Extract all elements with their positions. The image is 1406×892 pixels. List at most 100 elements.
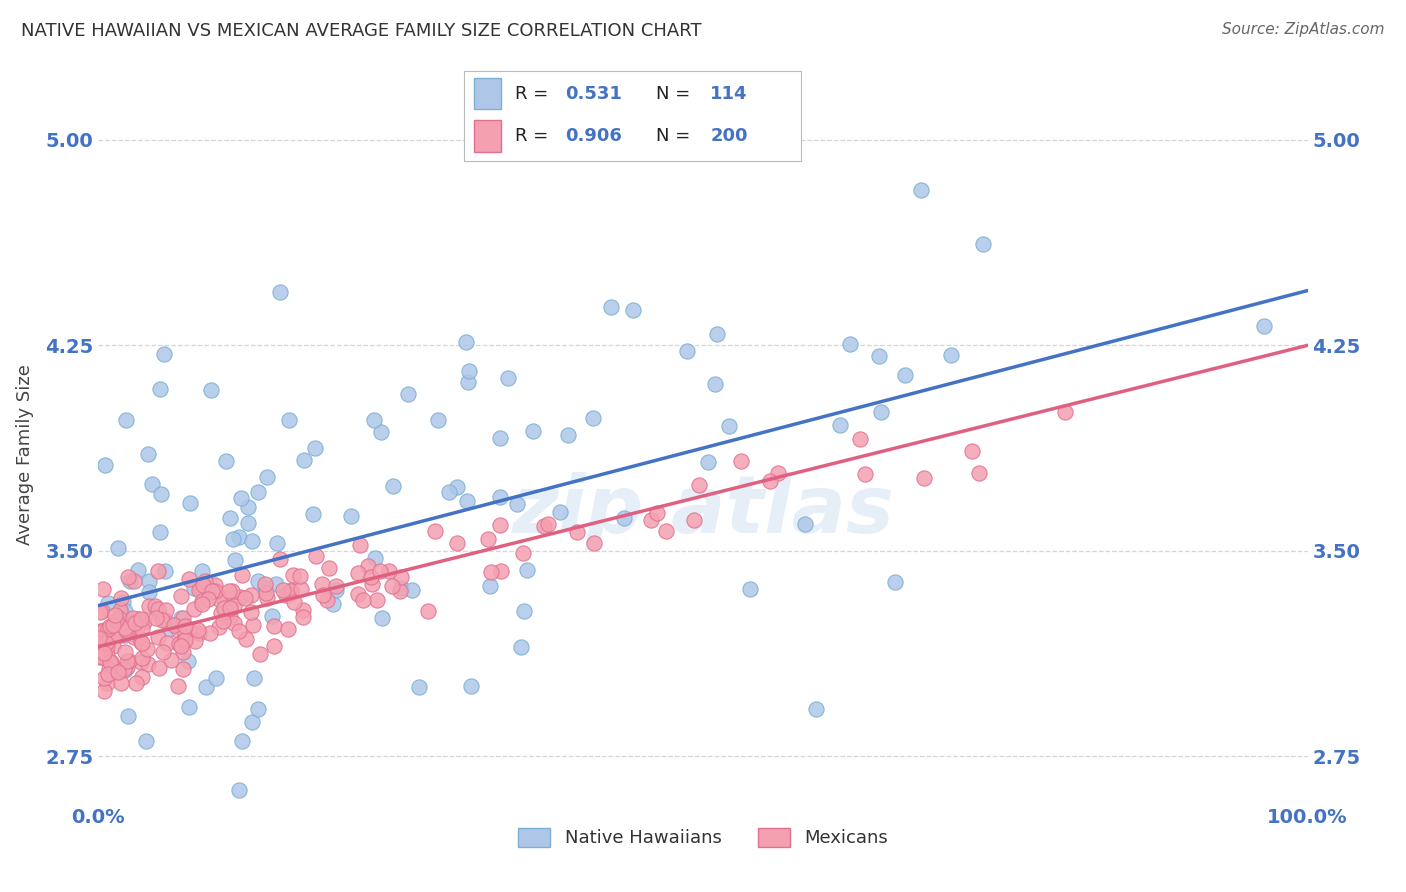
Point — [218, 584, 240, 599]
Text: 0.531: 0.531 — [565, 85, 621, 103]
Text: 0.906: 0.906 — [565, 127, 621, 145]
Point — [496, 371, 519, 385]
Point — [169, 624, 191, 638]
Point — [229, 591, 252, 605]
Point — [322, 597, 344, 611]
Point — [135, 642, 157, 657]
Point — [197, 581, 219, 595]
Point — [256, 591, 278, 605]
Point — [153, 614, 176, 628]
Point — [254, 586, 277, 600]
Point — [389, 582, 412, 596]
Point — [107, 626, 129, 640]
Point — [292, 610, 315, 624]
Text: zip atlas: zip atlas — [512, 472, 894, 549]
Point — [217, 600, 239, 615]
Point — [363, 413, 385, 427]
Point — [129, 612, 152, 626]
Point — [93, 624, 115, 638]
Point — [260, 609, 283, 624]
Point — [347, 566, 370, 581]
Point — [264, 576, 287, 591]
Point — [457, 363, 479, 377]
Point — [148, 661, 170, 675]
Point — [172, 634, 194, 648]
Point — [479, 579, 502, 593]
Point — [278, 413, 301, 427]
Point — [516, 562, 538, 576]
Point — [124, 615, 146, 630]
Point — [184, 633, 207, 648]
Point — [117, 708, 139, 723]
Point — [457, 375, 479, 389]
Point — [129, 635, 152, 649]
Point — [122, 610, 145, 624]
Point — [90, 648, 112, 663]
Point — [269, 552, 291, 566]
Point — [127, 612, 149, 626]
Point — [172, 645, 194, 659]
Point — [97, 596, 120, 610]
Point — [269, 285, 291, 299]
Point — [131, 651, 153, 665]
Point — [115, 660, 138, 674]
Point — [621, 302, 644, 317]
Text: Source: ZipAtlas.com: Source: ZipAtlas.com — [1222, 22, 1385, 37]
Point — [389, 584, 412, 599]
Point — [688, 477, 710, 491]
Point — [377, 565, 399, 579]
Point — [276, 589, 298, 603]
Point — [242, 714, 264, 729]
Point — [718, 418, 741, 433]
Point — [143, 599, 166, 614]
Point — [214, 591, 236, 606]
Point — [98, 631, 121, 645]
Point — [152, 347, 174, 361]
Point — [127, 628, 149, 642]
Point — [145, 611, 167, 625]
Point — [675, 343, 697, 358]
Point — [396, 387, 419, 401]
Point — [211, 614, 233, 628]
Point — [89, 641, 111, 656]
Point — [583, 536, 606, 550]
Point — [110, 591, 132, 605]
Point — [107, 541, 129, 555]
Point — [200, 384, 222, 398]
Point — [537, 517, 560, 532]
Point — [107, 665, 129, 679]
Point — [408, 681, 430, 695]
Text: 200: 200 — [710, 127, 748, 145]
Point — [105, 613, 128, 627]
Point — [325, 583, 347, 598]
Point — [183, 601, 205, 615]
Point — [194, 680, 217, 694]
Point — [706, 326, 728, 341]
Point — [169, 611, 191, 625]
Point — [513, 604, 536, 618]
Point — [153, 564, 176, 578]
Point — [156, 635, 179, 649]
Point — [89, 605, 111, 619]
Point — [125, 676, 148, 690]
Point — [187, 583, 209, 598]
Point — [132, 615, 155, 630]
Point — [148, 564, 170, 578]
Point — [738, 582, 761, 596]
Point — [167, 679, 190, 693]
Point — [115, 413, 138, 427]
Point — [221, 584, 243, 599]
Point — [138, 574, 160, 588]
Point — [141, 477, 163, 491]
Point — [655, 524, 678, 538]
Point — [93, 684, 115, 698]
Point — [283, 568, 305, 582]
Point — [94, 458, 117, 472]
Point — [172, 611, 194, 625]
Point — [346, 586, 368, 600]
Point — [114, 628, 136, 642]
Point — [512, 546, 534, 560]
Point — [98, 618, 121, 632]
Point — [703, 377, 725, 392]
Point — [967, 466, 990, 480]
